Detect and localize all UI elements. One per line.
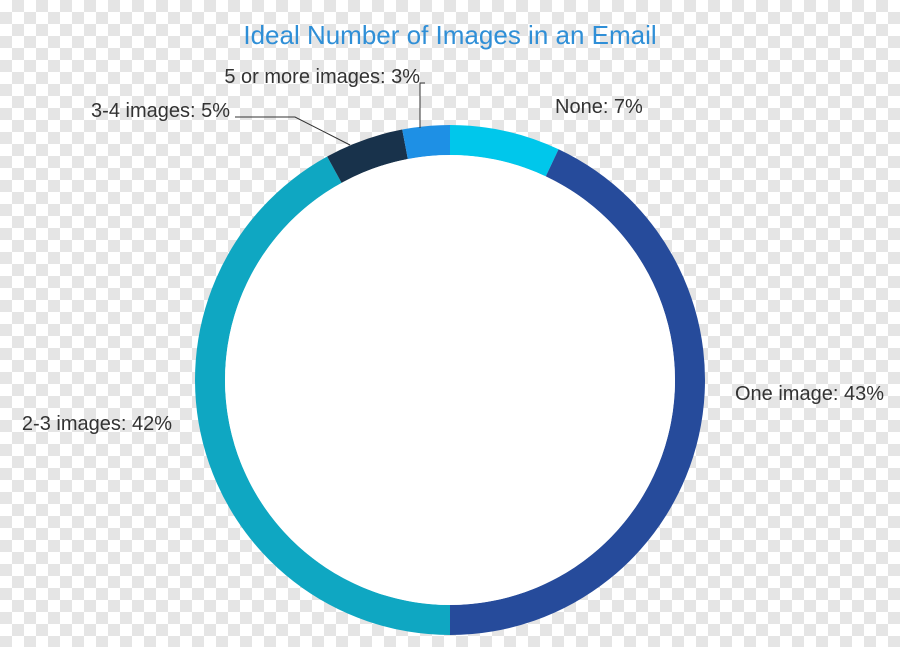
label-5-or-more-images: 5 or more images: 3% bbox=[224, 66, 420, 89]
label-3-4-images: 3-4 images: 5% bbox=[91, 100, 230, 123]
label-none: None: 7% bbox=[555, 96, 643, 119]
label-2-3-images: 2-3 images: 42% bbox=[22, 413, 172, 436]
chart-stage: Ideal Number of Images in an Email None:… bbox=[0, 0, 900, 647]
label-one-image: One image: 43% bbox=[735, 383, 884, 406]
leader-5-or-more-images bbox=[420, 83, 425, 128]
leader-lines bbox=[0, 0, 900, 647]
leader-3-4-images bbox=[235, 117, 350, 145]
